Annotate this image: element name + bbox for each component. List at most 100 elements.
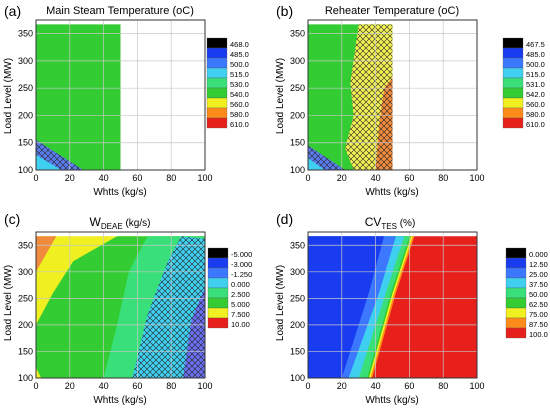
- legend-label: 580.0: [230, 110, 249, 119]
- legend-label: 560.0: [230, 100, 249, 109]
- panel-b-ylabel: Load Level (MW): [275, 58, 286, 134]
- legend-swatch: [505, 267, 527, 279]
- legend-label: -1.250: [231, 270, 252, 279]
- legend-swatch: [206, 57, 228, 69]
- legend-swatch: [502, 77, 524, 89]
- legend-swatch: [505, 317, 527, 329]
- panel-c-xlabel: Whtts (kg/s): [93, 395, 146, 406]
- panel-b-xlabel: Whtts (kg/s): [365, 187, 418, 198]
- x-tick-label: 100: [469, 381, 484, 391]
- x-tick-label: 60: [404, 173, 414, 183]
- legend-label: 2.500: [231, 290, 250, 299]
- legend-label: 468.0: [230, 40, 249, 49]
- y-tick-label: 350: [290, 240, 305, 250]
- legend-swatch: [206, 37, 228, 49]
- contour-region-hatch-4: [183, 287, 205, 378]
- legend-swatch: [505, 287, 527, 299]
- y-tick-label: 100: [290, 373, 305, 383]
- contour-region-hatch-3: [308, 145, 346, 170]
- legend-label: -3.000: [231, 260, 252, 269]
- y-tick-label: 250: [290, 293, 305, 303]
- legend-label: 540.0: [230, 90, 249, 99]
- legend-swatch: [207, 297, 229, 309]
- x-tick-label: 40: [99, 381, 109, 391]
- legend-swatch: [207, 287, 229, 299]
- legend-swatch: [505, 297, 527, 309]
- y-tick-label: 300: [290, 267, 305, 277]
- y-tick-label: 100: [290, 165, 305, 175]
- x-tick-label: 40: [371, 381, 381, 391]
- y-tick-label: 150: [290, 138, 305, 148]
- panel-d: (d) CVTES (%) Load Level (MW) Whtts (kg/…: [275, 211, 548, 406]
- x-tick-label: 20: [65, 381, 75, 391]
- legend-label: -5.000: [231, 250, 252, 259]
- legend-label: 62.50: [529, 300, 548, 309]
- legend-label: 75.00: [529, 310, 548, 319]
- legend-swatch: [207, 307, 229, 319]
- legend-label: 542.0: [526, 90, 545, 99]
- legend-swatch: [206, 87, 228, 99]
- y-tick-label: 200: [18, 110, 33, 120]
- x-tick-label: 80: [166, 381, 176, 391]
- legend-swatch: [206, 77, 228, 89]
- plot-frame: [35, 231, 206, 379]
- legend-swatch: [207, 277, 229, 289]
- legend-label: 25.00: [529, 270, 548, 279]
- legend-swatch: [502, 107, 524, 119]
- x-tick-label: 100: [469, 173, 484, 183]
- x-tick-label: 60: [132, 381, 142, 391]
- y-tick-label: 200: [290, 320, 305, 330]
- legend-label: 610.0: [526, 120, 545, 129]
- legend-label: 10.00: [231, 320, 250, 329]
- legend-swatch: [502, 97, 524, 109]
- legend-label: 5.000: [231, 300, 250, 309]
- panel-d-xlabel: Whtts (kg/s): [365, 395, 418, 406]
- x-tick-label: 0: [33, 381, 38, 391]
- panel-a-ylabel: Load Level (MW): [3, 58, 14, 134]
- legend-swatch: [207, 257, 229, 269]
- legend-swatch: [505, 277, 527, 289]
- x-tick-label: 0: [305, 173, 310, 183]
- panel-a-plot: 0 20 40 60 80 100 100 150 200 250 300 350: [18, 19, 213, 183]
- y-tick-label: 350: [18, 29, 33, 39]
- panel-c-title-main: W: [90, 215, 102, 229]
- panel-d-label: (d): [276, 211, 293, 227]
- x-tick-label: 60: [404, 381, 414, 391]
- legend-swatch: [502, 67, 524, 79]
- panel-d-title-suffix: (%): [397, 218, 415, 229]
- legend-label: 560.0: [526, 100, 545, 109]
- panel-c-title-suffix: (kg/s): [123, 218, 151, 229]
- panel-d-ylabel: Load Level (MW): [275, 265, 286, 341]
- legend-label: 37.50: [529, 280, 548, 289]
- x-tick-label: 80: [166, 173, 176, 183]
- panel-a-label: (a): [4, 3, 21, 19]
- panel-b-label: (b): [276, 3, 293, 19]
- plot-frame: [35, 19, 206, 171]
- plot-frame: [307, 19, 478, 171]
- legend-swatch: [207, 267, 229, 279]
- panel-c-title-sub: DEAE: [101, 222, 123, 231]
- legend-swatch: [206, 107, 228, 119]
- y-tick-label: 350: [18, 240, 33, 250]
- legend-swatch: [206, 47, 228, 59]
- x-tick-label: 20: [337, 381, 347, 391]
- legend-swatch: [502, 57, 524, 69]
- panel-d-title: CVTES (%): [365, 215, 416, 231]
- contour-region-4: [308, 158, 325, 170]
- legend-label: 515.0: [526, 70, 545, 79]
- y-tick-label: 250: [290, 83, 305, 93]
- y-tick-label: 250: [18, 293, 33, 303]
- x-tick-label: 100: [197, 381, 212, 391]
- panel-d-title-sub: TES: [381, 222, 397, 231]
- legend-swatch: [502, 87, 524, 99]
- panel-c-ylabel: Load Level (MW): [3, 265, 14, 341]
- legend-label: 50.00: [529, 290, 548, 299]
- y-tick-label: 300: [18, 267, 33, 277]
- contour-region-2: [36, 154, 62, 170]
- panel-a-xlabel: Whtts (kg/s): [93, 187, 146, 198]
- legend-swatch: [505, 307, 527, 319]
- legend-label: 485.0: [526, 50, 545, 59]
- y-tick-label: 200: [290, 110, 305, 120]
- legend-label: 500.0: [230, 60, 249, 69]
- legend-label: 580.0: [526, 110, 545, 119]
